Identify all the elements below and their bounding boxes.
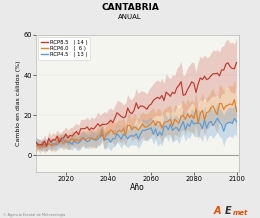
Legend: RCP8.5   ( 14 ), RCP6.0   (  6 ), RCP4.5   ( 13 ): RCP8.5 ( 14 ), RCP6.0 ( 6 ), RCP4.5 ( 13… xyxy=(38,37,90,60)
Text: © Agencia Estatal de Meteorología: © Agencia Estatal de Meteorología xyxy=(3,213,65,217)
Text: A: A xyxy=(213,206,221,216)
Text: E: E xyxy=(225,206,231,216)
X-axis label: Año: Año xyxy=(130,183,145,192)
Y-axis label: Cambio en dias cálidos (%): Cambio en dias cálidos (%) xyxy=(15,60,21,146)
Text: CANTABRIA: CANTABRIA xyxy=(101,3,159,12)
Text: ANUAL: ANUAL xyxy=(118,14,142,20)
Text: met: met xyxy=(233,210,248,216)
